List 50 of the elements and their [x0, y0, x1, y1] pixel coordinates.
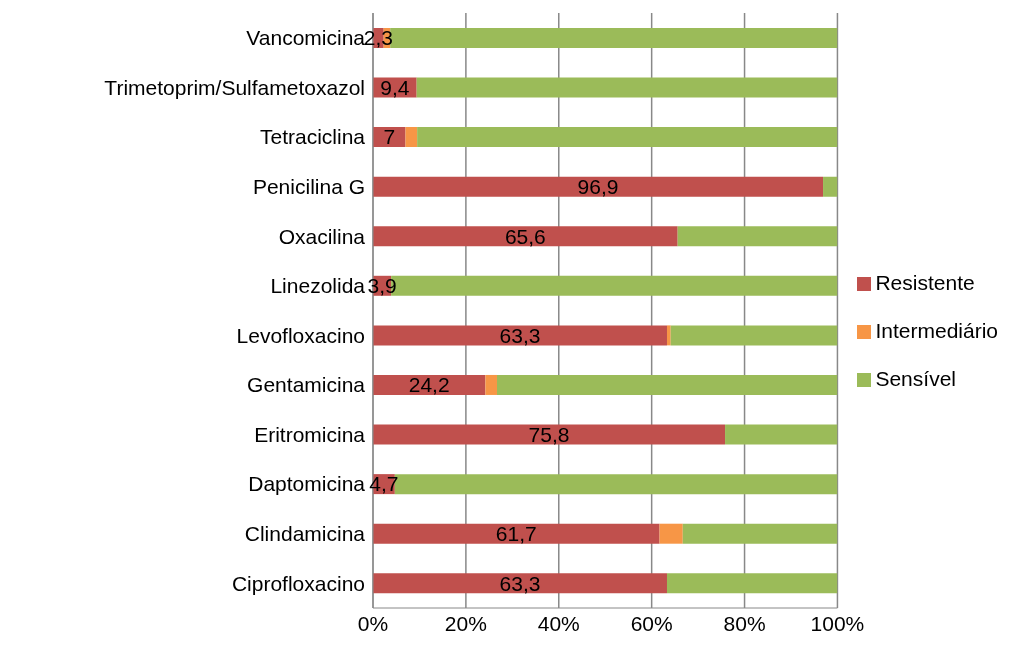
data-label: 63,3: [499, 323, 541, 347]
y-tick-label: Clindamicina: [244, 522, 366, 546]
bar: [682, 523, 838, 544]
y-tick-label: Eritromicina: [254, 422, 366, 446]
bar: [417, 127, 838, 148]
bar: [659, 523, 683, 544]
data-label: 61,7: [495, 522, 537, 546]
data-label: 63,3: [499, 571, 541, 595]
legend-label: Intermediário: [875, 318, 998, 342]
bar: [485, 374, 497, 395]
data-label: 96,9: [577, 174, 619, 198]
data-label: 65,6: [504, 224, 546, 248]
bar: [373, 424, 726, 445]
y-tick-label: Linezolida: [270, 274, 366, 298]
bar: [725, 424, 838, 445]
y-tick-label: Ciprofloxacino: [231, 571, 365, 595]
bar: [670, 325, 838, 346]
bar: [677, 226, 838, 247]
y-tick-label: Penicilina G: [252, 175, 365, 198]
x-tick-label: 40%: [537, 611, 580, 635]
bar: [390, 27, 838, 48]
y-tick-label: Tetraciclina: [259, 125, 366, 149]
x-tick-label: 100%: [810, 611, 865, 635]
data-label: 75,8: [528, 422, 570, 446]
y-tick-label: Trimetoprim/Sulfametoxazol: [104, 75, 365, 99]
bar: [373, 573, 667, 594]
x-tick-label: 60%: [630, 611, 673, 635]
legend-label: Resistente: [875, 270, 975, 294]
bar: [405, 127, 418, 148]
y-tick-label: Daptomicina: [248, 472, 366, 496]
x-tick-label: 20%: [444, 611, 487, 635]
x-tick-label: 0%: [357, 611, 389, 635]
data-label: 9,4: [380, 75, 410, 99]
data-label: 24,2: [408, 373, 450, 397]
y-tick-label: Gentamicina: [247, 373, 366, 397]
legend-label: Sensível: [875, 366, 956, 390]
bar: [373, 325, 667, 346]
bar: [497, 374, 838, 395]
bar: [416, 77, 838, 98]
bar: [666, 325, 671, 346]
bar: [373, 226, 678, 247]
y-tick-label: Levofloxacino: [236, 323, 365, 347]
data-label: 7: [383, 125, 396, 149]
y-tick-label: Vancomicina: [246, 26, 366, 50]
bar: [373, 523, 660, 544]
bar: [373, 176, 824, 197]
x-tick-label: 80%: [723, 611, 766, 635]
bar: [823, 176, 838, 197]
y-tick-label: Oxacilina: [278, 224, 366, 248]
bar: [666, 573, 838, 594]
